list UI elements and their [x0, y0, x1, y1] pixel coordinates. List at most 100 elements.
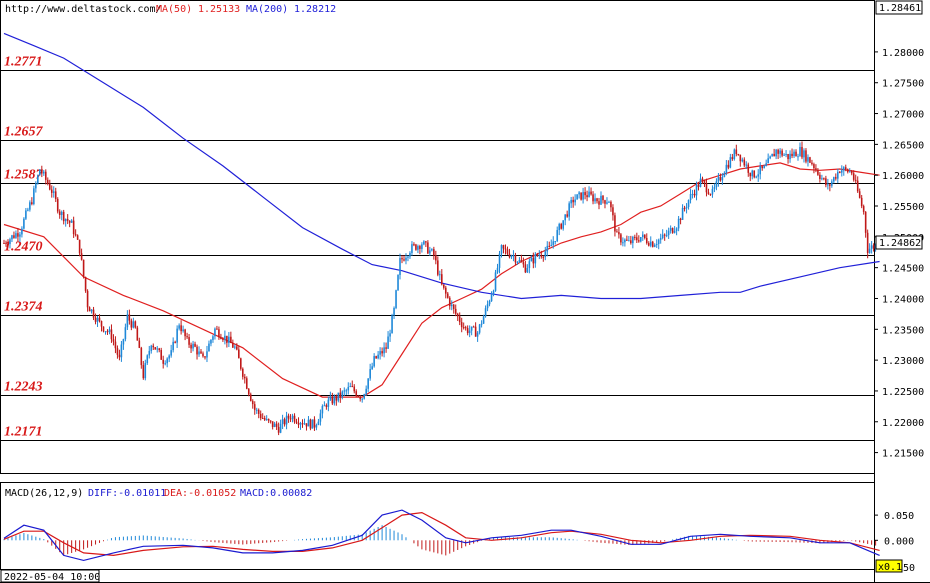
candle-body: [313, 419, 316, 428]
candle-body: [831, 181, 833, 186]
candle-body: [504, 248, 507, 250]
zoom-box[interactable]: [875, 559, 903, 573]
candle-body: [33, 188, 35, 204]
candle-body: [534, 254, 537, 264]
price-tick-label: 1.24000: [882, 294, 924, 305]
candle-body: [715, 181, 718, 188]
candle-body: [138, 340, 141, 348]
level-label: 1.2374: [4, 300, 43, 315]
top-price-box: [875, 0, 923, 15]
candle-body: [745, 164, 748, 166]
candle-body: [681, 207, 684, 220]
candle-body: [860, 197, 863, 207]
candle-body: [9, 239, 11, 245]
candle-body: [283, 419, 286, 425]
candle-body: [837, 171, 839, 179]
candle-body: [803, 150, 805, 158]
candle-body: [466, 328, 469, 334]
candle-body: [247, 388, 250, 395]
candle-body: [506, 249, 509, 254]
candle-body: [498, 253, 501, 268]
candle-body: [385, 347, 387, 349]
candle-body: [243, 376, 246, 379]
candle-body: [265, 419, 268, 421]
price-tick-label: 1.27500: [882, 79, 924, 90]
candle-body: [226, 335, 228, 343]
candle-body: [683, 207, 686, 209]
candle-body: [450, 304, 453, 307]
candle-body: [442, 284, 445, 288]
candle-body: [827, 184, 829, 186]
candle-body: [431, 249, 433, 251]
candle-body: [709, 194, 712, 196]
candle-body: [62, 211, 65, 222]
candle-body: [769, 156, 771, 159]
candle-body: [514, 255, 517, 263]
candle-body: [807, 157, 809, 162]
candle-body: [866, 232, 869, 253]
candle-body: [763, 165, 765, 169]
zoom-value[interactable]: x0.1: [878, 562, 902, 573]
candle-body: [743, 159, 746, 166]
candle-body: [677, 218, 680, 229]
candle-body: [293, 415, 296, 422]
candle-body: [365, 388, 367, 395]
candle-body: [574, 199, 576, 203]
candle-body: [70, 220, 73, 223]
candle-body: [383, 347, 385, 354]
candle-body: [339, 392, 342, 398]
candle-body: [462, 327, 465, 329]
candle-body: [78, 239, 81, 254]
candle-body: [795, 151, 797, 157]
candle-body: [737, 153, 740, 155]
site-url[interactable]: http://www.deltastock.com/: [5, 4, 162, 15]
candle-body: [480, 323, 483, 325]
candle-body: [216, 328, 218, 330]
candle-body: [562, 220, 564, 229]
candle-body: [510, 255, 513, 258]
candle-body: [558, 224, 561, 231]
macd-indicator: 0.050 0.000: [3, 509, 914, 562]
current-price-box: [875, 235, 923, 250]
candle-body: [150, 345, 153, 351]
candle-body: [829, 184, 831, 186]
candle-body: [538, 255, 541, 257]
candle-body: [11, 235, 13, 240]
candle-body: [44, 171, 47, 180]
candle-body: [727, 164, 730, 168]
price-tick-label: 1.28000: [882, 48, 924, 59]
candle-body: [811, 162, 813, 165]
price-tick-label: 1.22500: [882, 387, 924, 398]
candle-body: [661, 234, 664, 239]
candle-body: [516, 261, 519, 263]
candle-body: [653, 245, 656, 247]
macd-diff-value: DIFF:-0.01011: [88, 488, 166, 499]
candle-body: [335, 396, 338, 401]
candle-body: [39, 169, 41, 176]
candle-body: [759, 166, 761, 175]
candle-body: [522, 262, 525, 265]
candle-body: [112, 339, 115, 342]
candle-body: [214, 328, 216, 337]
candle-body: [279, 423, 282, 433]
candle-body: [375, 356, 377, 359]
candle-body: [46, 179, 49, 184]
candle-body: [393, 307, 395, 316]
candle-body: [236, 346, 238, 350]
candle-body: [56, 198, 59, 212]
candle-body: [781, 150, 783, 156]
candle-body: [321, 406, 324, 414]
candle-body: [251, 400, 254, 405]
level-label: 1.2171: [4, 425, 43, 440]
candle-body: [566, 214, 568, 217]
candle-body: [403, 259, 405, 261]
candle-body: [634, 236, 636, 238]
candle-body: [162, 359, 164, 364]
candle-body: [546, 245, 549, 252]
ma200-value: 1.28212: [294, 4, 336, 15]
ma200-label: MA(200): [246, 4, 288, 15]
candle-body: [309, 419, 312, 429]
candle-body: [556, 230, 559, 242]
top-price-value: 1.28461: [879, 3, 921, 14]
candle-body: [355, 391, 358, 396]
